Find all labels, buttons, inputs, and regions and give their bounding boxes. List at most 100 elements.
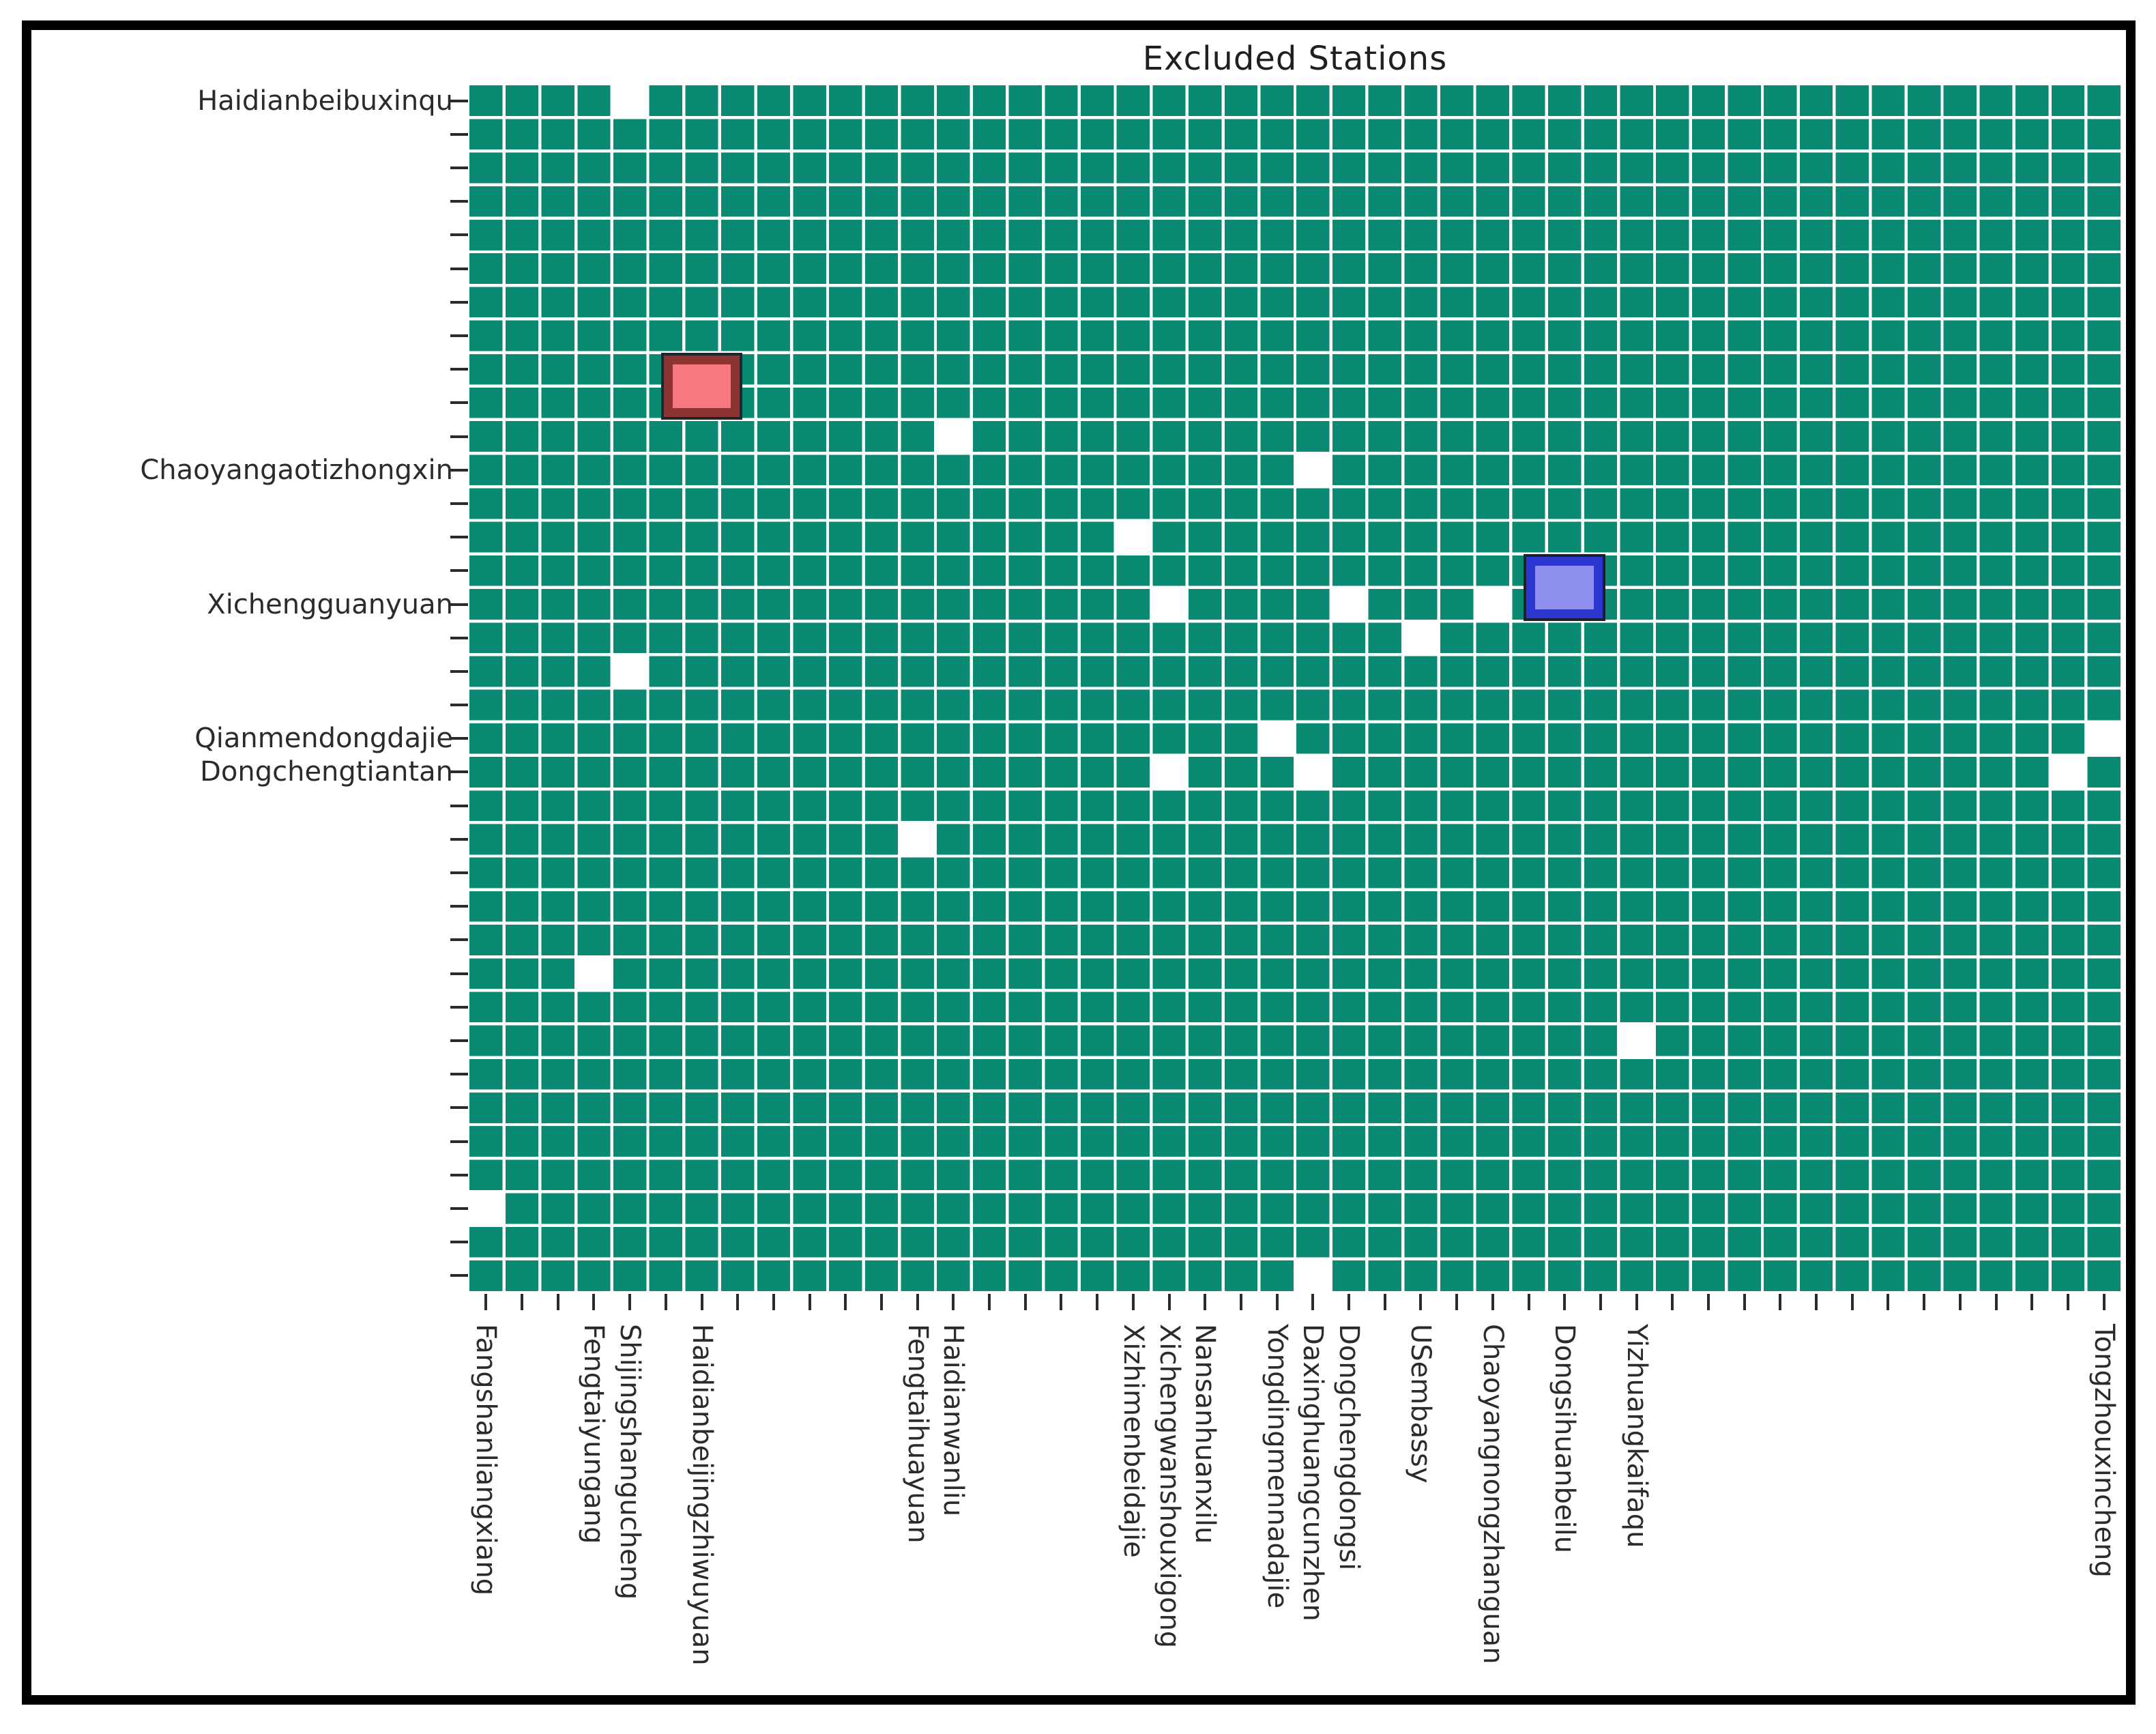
x-tick-label: Chaoyangnongzhanguan bbox=[1476, 1324, 1509, 1664]
excluded-cell bbox=[1294, 1258, 1332, 1293]
x-axis-tick bbox=[1311, 1294, 1315, 1310]
x-tick-label: Yizhuangkaifaqu bbox=[1620, 1324, 1652, 1548]
y-axis-tick bbox=[450, 804, 468, 807]
x-tick-label: Yongdingmennadajie bbox=[1261, 1324, 1293, 1609]
excluded-cell bbox=[1258, 721, 1296, 756]
excluded-cell bbox=[1150, 586, 1188, 622]
x-axis-tick bbox=[1815, 1294, 1818, 1310]
y-axis-tick bbox=[450, 737, 468, 740]
x-axis-tick bbox=[1383, 1294, 1386, 1310]
y-tick-label: Haidianbeibuxinqu bbox=[197, 85, 453, 117]
excluded-cell bbox=[1294, 452, 1332, 488]
x-axis-tick bbox=[700, 1294, 703, 1310]
y-axis-tick bbox=[450, 905, 468, 908]
x-axis-tick bbox=[1491, 1294, 1494, 1310]
y-axis-tick bbox=[450, 267, 468, 270]
y-axis-tick bbox=[450, 704, 468, 707]
y-axis-tick bbox=[450, 669, 468, 673]
excluded-cell bbox=[575, 956, 613, 992]
x-axis-tick bbox=[844, 1294, 847, 1310]
x-tick-label: Haidianwanliu bbox=[937, 1324, 970, 1517]
x-axis-tick bbox=[1419, 1294, 1423, 1310]
x-tick-label: Dongchengdongsi bbox=[1333, 1324, 1365, 1571]
x-axis-tick bbox=[1131, 1294, 1135, 1310]
x-axis-tick bbox=[2066, 1294, 2069, 1310]
y-axis-tick bbox=[450, 972, 468, 975]
y-axis-tick bbox=[450, 871, 468, 875]
red-marker bbox=[663, 355, 740, 417]
y-axis-tick bbox=[450, 502, 468, 505]
y-axis-tick bbox=[450, 536, 468, 539]
x-axis-tick bbox=[808, 1294, 811, 1310]
x-axis-tick bbox=[2030, 1294, 2034, 1310]
x-axis-tick bbox=[1275, 1294, 1279, 1310]
x-axis-tick bbox=[988, 1294, 991, 1310]
x-axis-tick bbox=[556, 1294, 559, 1310]
x-axis-tick bbox=[1850, 1294, 1854, 1310]
y-axis-tick bbox=[450, 401, 468, 405]
x-axis-tick bbox=[1167, 1294, 1171, 1310]
chart-title: Excluded Stations bbox=[1142, 40, 1448, 78]
y-axis-tick bbox=[450, 1207, 468, 1210]
excluded-cell bbox=[2085, 721, 2123, 756]
x-axis-tick bbox=[1707, 1294, 1710, 1310]
x-tick-label: USembassy bbox=[1405, 1324, 1437, 1484]
x-axis-tick bbox=[1743, 1294, 1746, 1310]
excluded-cell bbox=[1114, 519, 1152, 555]
y-tick-label: Xichengguanyuan bbox=[207, 588, 453, 620]
excluded-cell bbox=[1402, 620, 1440, 656]
y-tick-label: Chaoyangaotizhongxin bbox=[140, 454, 453, 486]
y-axis-tick bbox=[450, 603, 468, 606]
excluded-cell bbox=[611, 654, 649, 689]
x-axis-tick bbox=[772, 1294, 775, 1310]
excluded-cell bbox=[2049, 754, 2087, 790]
excluded-cell bbox=[611, 83, 649, 119]
y-axis-tick bbox=[450, 435, 468, 438]
y-axis-tick bbox=[450, 233, 468, 237]
y-axis-tick bbox=[450, 1106, 468, 1110]
y-tick-label: Dongchengtiantan bbox=[200, 756, 453, 788]
x-axis-tick bbox=[592, 1294, 596, 1310]
excluded-cell bbox=[935, 418, 972, 454]
x-tick-label: Haidianbeijingzhiwuyuan bbox=[686, 1324, 718, 1666]
excluded-cell bbox=[1474, 586, 1512, 622]
x-axis-tick bbox=[1239, 1294, 1242, 1310]
x-axis-tick bbox=[1994, 1294, 1998, 1310]
x-tick-label: Daxinghuangcunzhen bbox=[1297, 1324, 1329, 1621]
x-tick-label: Shijingshangucheng bbox=[614, 1324, 646, 1600]
x-axis-tick bbox=[880, 1294, 883, 1310]
excluded-cell bbox=[1294, 754, 1332, 790]
heatmap-grid bbox=[467, 83, 2123, 1293]
y-axis-tick bbox=[450, 837, 468, 841]
x-tick-label: Xizhimenbeidajie bbox=[1117, 1324, 1149, 1558]
blue-marker bbox=[1526, 557, 1603, 618]
y-axis-tick bbox=[450, 1039, 468, 1043]
y-axis-tick bbox=[450, 200, 468, 203]
x-axis-tick bbox=[484, 1294, 488, 1310]
x-axis-tick bbox=[1886, 1294, 1890, 1310]
heatmap-gridlines bbox=[468, 84, 2122, 1292]
y-axis-tick bbox=[450, 468, 468, 472]
x-axis-tick bbox=[521, 1294, 524, 1310]
y-axis-tick bbox=[450, 1241, 468, 1244]
y-axis-tick bbox=[450, 569, 468, 573]
x-axis-tick bbox=[1204, 1294, 1207, 1310]
x-axis-tick bbox=[1455, 1294, 1459, 1310]
y-axis-tick bbox=[450, 1005, 468, 1009]
y-axis-tick bbox=[450, 938, 468, 942]
x-tick-label: Fengtaihuayuan bbox=[901, 1324, 933, 1544]
x-axis-tick bbox=[1096, 1294, 1099, 1310]
excluded-cell bbox=[1150, 754, 1188, 790]
x-tick-label: Dongsihuanbeilu bbox=[1549, 1324, 1581, 1554]
y-axis-tick bbox=[450, 368, 468, 371]
y-axis-tick bbox=[450, 1173, 468, 1176]
x-axis-tick bbox=[1671, 1294, 1674, 1310]
x-axis-tick bbox=[916, 1294, 919, 1310]
y-axis-tick bbox=[450, 132, 468, 136]
y-tick-label: Qianmendongdajie bbox=[194, 723, 453, 755]
x-tick-label: Fengtaiyungang bbox=[578, 1324, 610, 1544]
x-axis-tick bbox=[1923, 1294, 1926, 1310]
y-axis-tick bbox=[450, 1274, 468, 1277]
x-axis-tick bbox=[628, 1294, 632, 1310]
